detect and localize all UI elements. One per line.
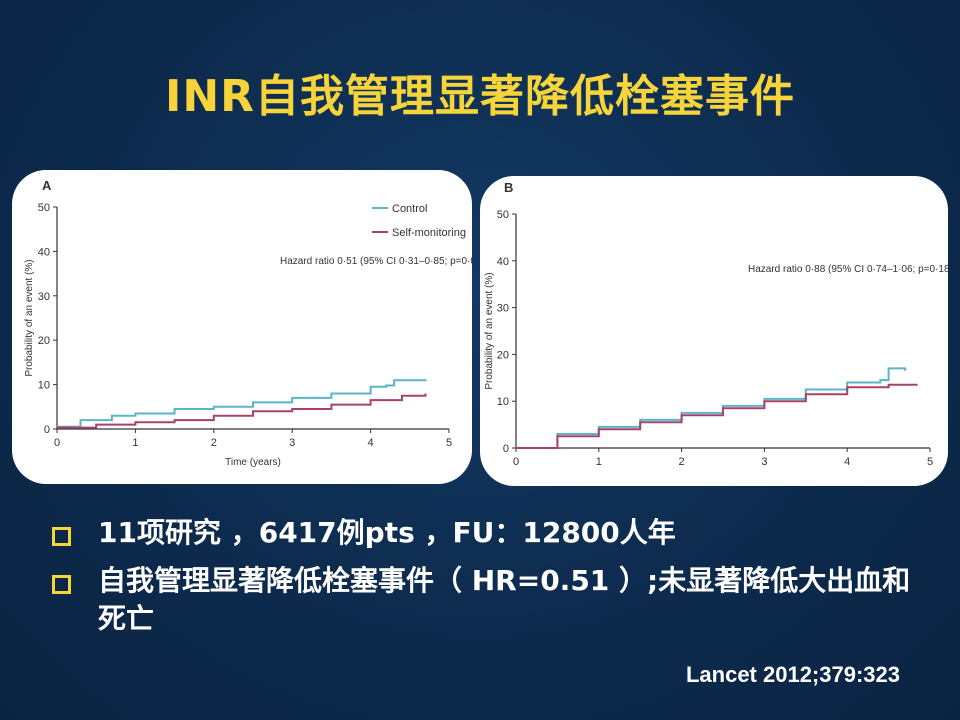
citation: Lancet 2012;379:323 (685, 662, 900, 687)
panel-label: B (504, 180, 513, 195)
y-tick-label: 50 (38, 202, 50, 214)
y-tick-label: 0 (503, 443, 509, 455)
series-line-2 (516, 383, 918, 449)
y-tick-label: 30 (497, 303, 509, 315)
y-tick-label: 0 (44, 424, 50, 436)
bullet-text: 11项研究 ，6417例pts ，FU：12800人年 (98, 516, 676, 549)
x-tick-label: 5 (446, 437, 452, 449)
x-tick-label: 3 (289, 437, 295, 449)
y-tick-label: 10 (497, 396, 509, 408)
y-tick-label: 20 (497, 349, 509, 361)
bullet-item-2: 自我管理显著降低栓塞事件（ HR=0.51 ）;未显著降低大出血和死亡 (52, 562, 932, 638)
x-tick-label: 0 (513, 456, 519, 468)
legend-label: Self-monitoring (392, 227, 466, 239)
y-tick-label: 20 (38, 335, 50, 347)
slide-title: INR自我管理显著降低栓塞事件 (164, 71, 796, 122)
km-chart-a: A 0 10 20 30 40 50 0 1 2 3 4 5 Probability of an even… (12, 170, 472, 484)
x-tick-label: 1 (596, 456, 602, 468)
square-bullet-icon (52, 527, 71, 546)
x-tick-label: 5 (927, 456, 933, 468)
x-tick-label: 3 (761, 456, 767, 468)
bullet-text: 自我管理显著降低栓塞事件（ HR=0.51 ）;未显著降低大出血和死亡 (98, 564, 911, 635)
series-line-1 (57, 379, 427, 428)
y-axis-label: Probability of an event (%) (24, 259, 35, 376)
y-tick-label: 40 (497, 256, 509, 268)
bullet-list: 11项研究 ，6417例pts ，FU：12800人年 自我管理显著降低栓塞事件… (52, 514, 932, 648)
bullet-item-1: 11项研究 ，6417例pts ，FU：12800人年 (52, 514, 932, 552)
hazard-ratio-annotation: Hazard ratio 0·88 (95% CI 0·74–1·06; p=0… (748, 264, 948, 275)
hazard-ratio-annotation: Hazard ratio 0·51 (95% CI 0·31–0·85; p=0… (280, 256, 472, 267)
y-axis-label: Probability of an event (%) (484, 272, 495, 389)
y-tick-label: 30 (38, 291, 50, 303)
panel-label: A (42, 178, 52, 193)
x-tick-label: 0 (54, 437, 60, 449)
y-tick-label: 40 (38, 246, 50, 258)
legend-label: Control (392, 203, 427, 215)
y-tick-label: 10 (38, 380, 50, 392)
x-tick-label: 4 (844, 456, 850, 468)
km-chart-b: B 0 10 20 30 40 50 0 1 2 3 4 5 Probability of an even… (480, 176, 948, 486)
x-tick-label: 4 (368, 437, 374, 449)
x-tick-label: 2 (211, 437, 217, 449)
x-tick-label: 2 (679, 456, 685, 468)
square-bullet-icon (52, 575, 71, 594)
km-chart-b-svg: B 0 10 20 30 40 50 0 1 2 3 4 5 Probability of an even… (484, 180, 948, 468)
series-line-2 (57, 393, 427, 429)
km-chart-a-svg: A 0 10 20 30 40 50 0 1 2 3 4 5 Probability of an even… (24, 178, 472, 468)
y-tick-label: 50 (497, 209, 509, 221)
x-axis-label: Time (years) (225, 457, 281, 468)
x-tick-label: 1 (132, 437, 138, 449)
